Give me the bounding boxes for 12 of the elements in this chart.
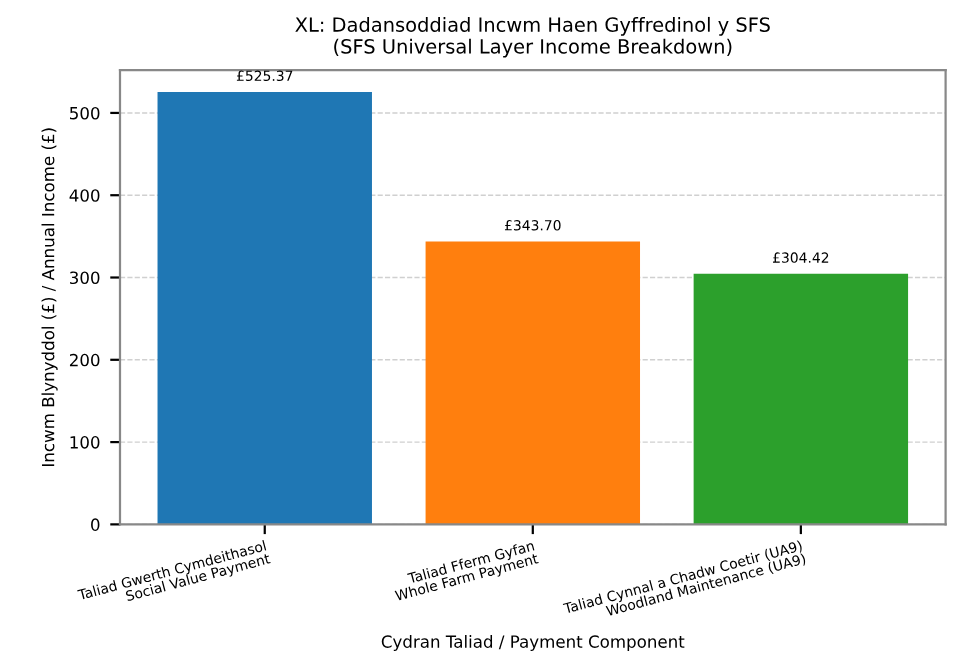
y-tick-label: 0 [91, 518, 100, 531]
y-tick-label: 100 [70, 436, 100, 449]
y-tick-label: 200 [69, 353, 100, 367]
bar [693, 273, 909, 525]
chart-title: XL: Dadansoddiad Incwm Haen Gyffredinol y SFS (SFS Universal Layer Income Breakdown) [295, 16, 770, 58]
y-tick-label: 300 [70, 271, 100, 285]
bar [425, 241, 641, 525]
y-axis-title: Incwm Blynyddol (£) / Annual Income (£) [41, 128, 58, 466]
y-tick-label: 400 [69, 189, 100, 202]
bar [157, 92, 372, 525]
x-axis-title: Cydran Taliad / Payment Component [381, 634, 685, 652]
y-tick-label: 500 [70, 106, 100, 120]
